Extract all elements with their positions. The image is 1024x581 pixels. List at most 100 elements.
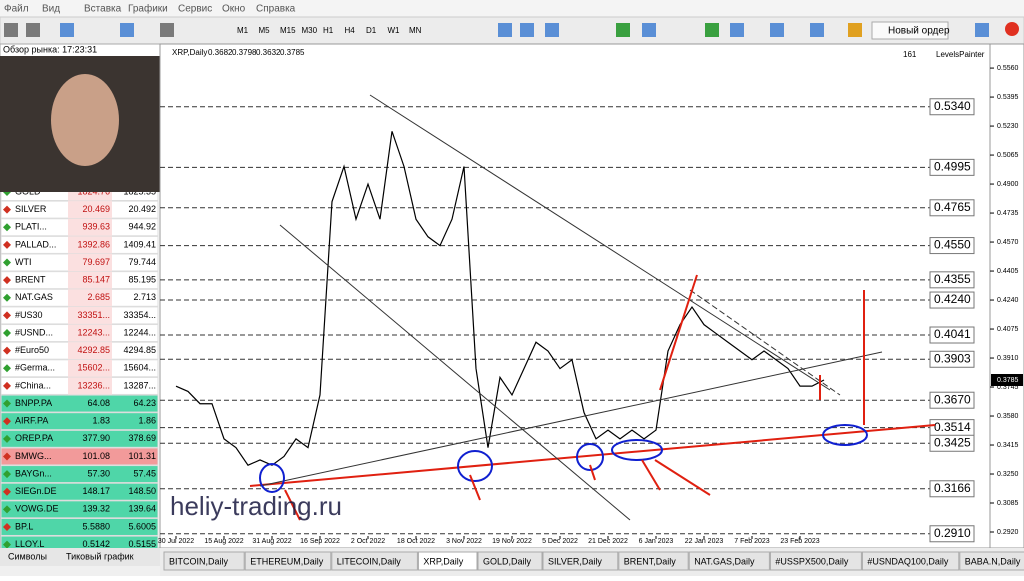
chart-tab-label[interactable]: #USNDAQ100,Daily — [867, 556, 949, 566]
menu-item[interactable]: Вид — [42, 4, 60, 15]
symbol[interactable]: #US30 — [15, 310, 43, 320]
icon[interactable] — [26, 23, 40, 37]
level-box — [929, 525, 975, 543]
menu-item[interactable]: Сервис — [178, 4, 212, 15]
symbol[interactable]: NAT.GAS — [15, 292, 53, 302]
chart-tab[interactable] — [959, 551, 1024, 571]
chart-tab[interactable] — [861, 551, 960, 571]
symbol[interactable]: SIEGn.DE — [15, 486, 57, 496]
chart-tab-label[interactable]: BRENT,Daily — [624, 556, 677, 566]
symbol[interactable]: OREP.PA — [15, 433, 53, 443]
symbol[interactable]: WTI — [15, 257, 32, 267]
panel-tab[interactable]: Тиковый график — [66, 551, 134, 561]
chart-tab[interactable] — [163, 551, 245, 571]
symbol[interactable]: LLOY.L — [15, 539, 44, 549]
icon[interactable] — [120, 23, 134, 37]
new-order-button[interactable] — [871, 21, 949, 40]
highlight-circle — [822, 424, 868, 446]
timeframe-button[interactable]: M5 — [259, 26, 271, 35]
chart-tab-label[interactable]: NAT.GAS,Daily — [694, 556, 755, 566]
ask: 139.64 — [128, 504, 156, 514]
level-box — [929, 350, 975, 368]
icon[interactable] — [770, 23, 784, 37]
x-tick-label: 22 Jan 2023 — [685, 538, 724, 545]
row-icon — [3, 223, 11, 232]
price-axis — [989, 43, 1024, 549]
symbol[interactable]: #USND... — [15, 327, 53, 337]
chart-tab-label[interactable]: BITCOIN,Daily — [169, 556, 229, 566]
ohlc-value: 0.3632 — [256, 48, 281, 57]
menu-item[interactable]: Окно — [222, 4, 246, 15]
chart-tab-label[interactable]: ETHEREUM,Daily — [250, 556, 324, 566]
symbol[interactable]: BP.L — [15, 521, 33, 531]
symbol[interactable]: VOWG.DE — [15, 504, 59, 514]
symbol[interactable]: BNPP.PA — [15, 398, 52, 408]
chart-tab[interactable] — [477, 551, 543, 571]
notification[interactable] — [1005, 22, 1019, 36]
chart-tab-label[interactable]: XRP,Daily — [423, 556, 463, 566]
x-tick-label: 19 Nov 2022 — [492, 538, 532, 545]
chart-tab[interactable] — [417, 551, 478, 571]
bid-cell — [68, 324, 112, 342]
icon[interactable] — [545, 23, 559, 37]
symbol[interactable]: #Euro50 — [15, 345, 49, 355]
icon[interactable] — [60, 23, 74, 37]
chart-tab[interactable] — [542, 551, 619, 571]
timeframe-button[interactable]: W1 — [388, 26, 401, 35]
menu-item[interactable]: Вставка — [84, 4, 122, 15]
icon[interactable] — [160, 23, 174, 37]
panel-tab[interactable]: Символы — [8, 551, 47, 561]
timeframe-button[interactable]: M30 — [302, 26, 318, 35]
row-icon — [3, 399, 11, 408]
new-order-label[interactable]: Новый ордер — [888, 26, 950, 37]
icon[interactable] — [730, 23, 744, 37]
timeframe-button[interactable]: MN — [409, 26, 422, 35]
chart-tab-label[interactable]: BABA.N,Daily — [965, 556, 1021, 566]
bid: 20.469 — [82, 204, 110, 214]
menu-item[interactable]: Справка — [256, 4, 296, 15]
icon[interactable] — [4, 23, 18, 37]
icon[interactable] — [498, 23, 512, 37]
timeframe-button[interactable]: H4 — [345, 26, 356, 35]
timeframe-button[interactable]: D1 — [366, 26, 377, 35]
symbol[interactable]: BMWG... — [15, 451, 52, 461]
timeframe-button[interactable]: H1 — [323, 26, 334, 35]
icon[interactable] — [705, 23, 719, 37]
symbol[interactable]: #Germa... — [15, 363, 55, 373]
icon[interactable] — [616, 23, 630, 37]
ohlc-value: 0.3798 — [232, 48, 257, 57]
chart-tab[interactable] — [618, 551, 689, 571]
menu-item[interactable]: Графики — [128, 3, 168, 15]
chart-tab[interactable] — [244, 551, 332, 571]
bid-cell — [68, 236, 112, 254]
symbol[interactable]: #China... — [15, 380, 51, 390]
row-icon — [3, 240, 11, 249]
symbol[interactable]: BAYGn... — [15, 468, 52, 478]
timeframe-button[interactable]: M15 — [280, 26, 296, 35]
icon[interactable] — [810, 23, 824, 37]
symbol[interactable]: PALLAD... — [15, 239, 56, 249]
icon[interactable] — [642, 23, 656, 37]
symbol[interactable]: AIRF.PA — [15, 416, 48, 426]
symbol[interactable]: SILVER — [15, 204, 47, 214]
chart-tab-label[interactable]: LITECOIN,Daily — [337, 556, 402, 566]
chart-tab-label[interactable]: SILVER,Daily — [548, 556, 602, 566]
icon[interactable] — [975, 23, 989, 37]
icon[interactable] — [848, 23, 862, 37]
row-icon — [3, 505, 11, 514]
bid: 0.5142 — [82, 539, 110, 549]
bid: 101.08 — [82, 451, 110, 461]
symbol[interactable]: PLATI... — [15, 222, 47, 232]
trend-line — [279, 224, 631, 521]
panel-tabs — [0, 548, 160, 566]
chart-tab[interactable] — [769, 551, 862, 571]
chart-tab-label[interactable]: GOLD,Daily — [483, 556, 532, 566]
chart-tab[interactable] — [688, 551, 770, 571]
timeframe-button[interactable]: M1 — [237, 26, 249, 35]
menu-item[interactable]: Файл — [4, 4, 29, 15]
icon[interactable] — [520, 23, 534, 37]
row-bg — [0, 394, 159, 413]
symbol[interactable]: BRENT — [15, 275, 46, 285]
chart-tab[interactable] — [331, 551, 418, 571]
chart-tab-label[interactable]: #USSPX500,Daily — [775, 556, 849, 566]
